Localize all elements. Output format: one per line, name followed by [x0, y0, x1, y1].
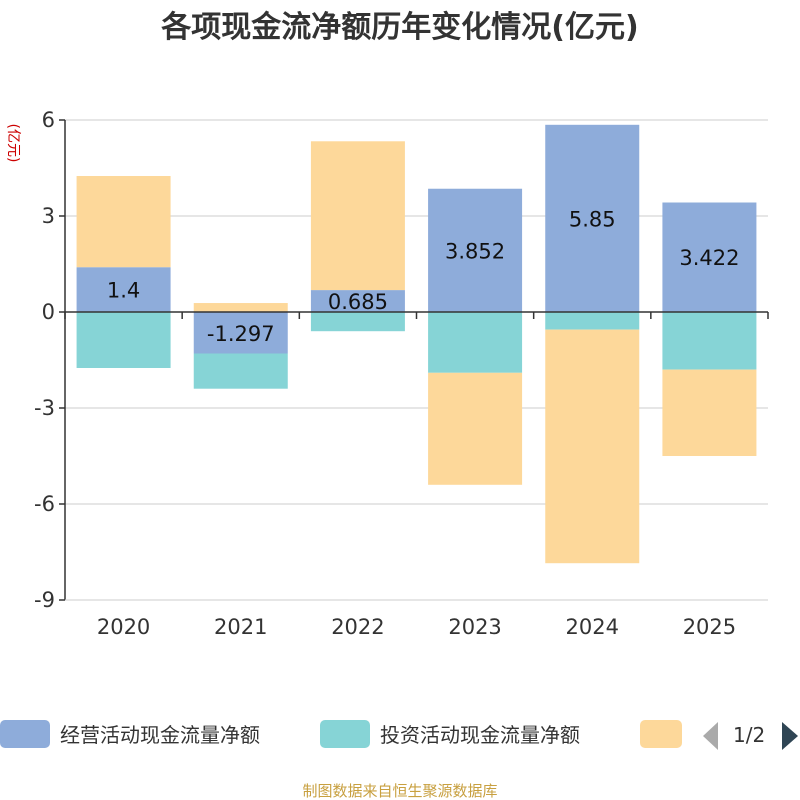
axes: 6 3 0 -3 -6 -9 2020 2021 2022 2023 2024 2025 — [34, 108, 769, 639]
bar-series2-2024[interactable] — [545, 329, 640, 564]
y-axis-unit: (亿元) — [5, 124, 21, 163]
legend-swatch-operating[interactable] — [0, 720, 50, 748]
bar-series2-2020[interactable] — [76, 176, 171, 268]
bar-series0-2023[interactable] — [428, 188, 523, 312]
y-tick-label: 3 — [42, 204, 55, 228]
bar-series2-2025[interactable] — [662, 369, 757, 456]
y-tick-label: 6 — [42, 108, 55, 132]
pager-next-icon[interactable] — [782, 722, 798, 750]
legend-swatch-financing[interactable] — [640, 720, 682, 748]
bar-series1-2022[interactable] — [310, 312, 405, 332]
bar-series0-2022[interactable] — [310, 290, 405, 312]
data-label-2021: -1.297 — [207, 322, 275, 346]
x-tick-label: 2022 — [331, 615, 384, 639]
chart-title: 各项现金流净额历年变化情况(亿元) — [160, 10, 638, 45]
bar-series0-2020[interactable] — [76, 267, 171, 312]
x-tick-label: 2020 — [97, 615, 150, 639]
data-labels: 1.4 -1.297 0.685 3.852 5.85 3.422 — [107, 207, 740, 345]
bar-series1-2024[interactable] — [545, 312, 640, 330]
legend-label-investing[interactable]: 投资活动现金流量净额 — [380, 723, 580, 747]
data-label-2025: 3.422 — [679, 246, 739, 270]
bar-series1-2025[interactable] — [662, 312, 757, 370]
x-tick-label: 2024 — [566, 615, 619, 639]
legend-label-operating[interactable]: 经营活动现金流量净额 — [60, 723, 260, 747]
bar-series0-2021[interactable] — [193, 312, 288, 354]
bars — [76, 124, 757, 564]
legend: 经营活动现金流量净额 投资活动现金流量净额 — [0, 720, 682, 748]
bar-series1-2021[interactable] — [193, 353, 288, 389]
bar-series2-2021[interactable] — [193, 303, 288, 312]
bar-series0-2025[interactable] — [662, 202, 757, 312]
bar-series1-2023[interactable] — [428, 312, 523, 373]
x-tick-label: 2025 — [683, 615, 736, 639]
source-note: 制图数据来自恒生聚源数据库 — [302, 782, 497, 800]
pager-text: 1/2 — [733, 723, 765, 747]
y-tick-label: -3 — [34, 396, 55, 420]
data-label-2023: 3.852 — [445, 239, 505, 263]
pager-prev-icon[interactable] — [703, 722, 718, 750]
bar-series2-2023[interactable] — [428, 372, 523, 485]
data-label-2024: 5.85 — [569, 207, 616, 231]
bar-series0-2024[interactable] — [545, 124, 640, 312]
x-tick-label: 2021 — [214, 615, 267, 639]
y-tick-label: 0 — [42, 300, 55, 324]
legend-swatch-investing[interactable] — [320, 720, 370, 748]
y-tick-label: -9 — [34, 588, 55, 612]
x-tick-label: 2023 — [448, 615, 501, 639]
bar-series1-2020[interactable] — [76, 312, 171, 368]
legend-pager: 1/2 — [703, 722, 798, 750]
bar-series2-2022[interactable] — [310, 141, 405, 291]
data-label-2020: 1.4 — [107, 279, 140, 303]
y-tick-label: -6 — [34, 492, 55, 516]
data-label-2022: 0.685 — [328, 290, 388, 314]
